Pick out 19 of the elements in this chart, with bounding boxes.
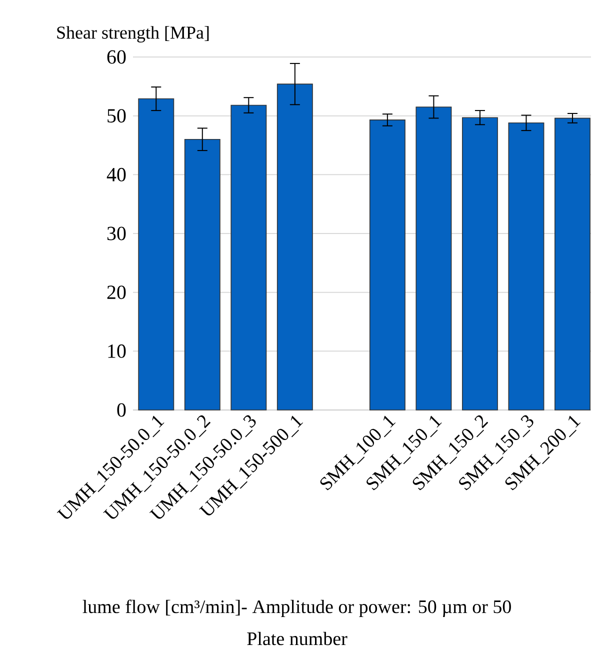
bar	[276, 84, 313, 410]
bar	[554, 118, 590, 410]
bar	[508, 122, 544, 410]
text: Plate number	[247, 632, 348, 646]
y-tick-label: 40	[106, 168, 126, 182]
y-tick-label: 0	[117, 403, 126, 417]
bar	[369, 120, 406, 410]
bar	[184, 138, 220, 410]
y-tick-label: 10	[108, 344, 126, 358]
y-tick-label: 20	[107, 286, 126, 300]
y-axis-title: Shear strength [MPa]	[57, 26, 209, 42]
bar	[230, 104, 267, 410]
text: lume flow [cm³/min]- Amplitude or power: 50 µm or 50	[82, 600, 511, 618]
bar	[416, 106, 452, 410]
bar	[462, 117, 498, 410]
bar	[138, 98, 174, 410]
y-tick-label: 50	[108, 109, 126, 123]
y-tick-label: 60	[107, 50, 126, 64]
y-tick-label: 30	[107, 226, 126, 240]
